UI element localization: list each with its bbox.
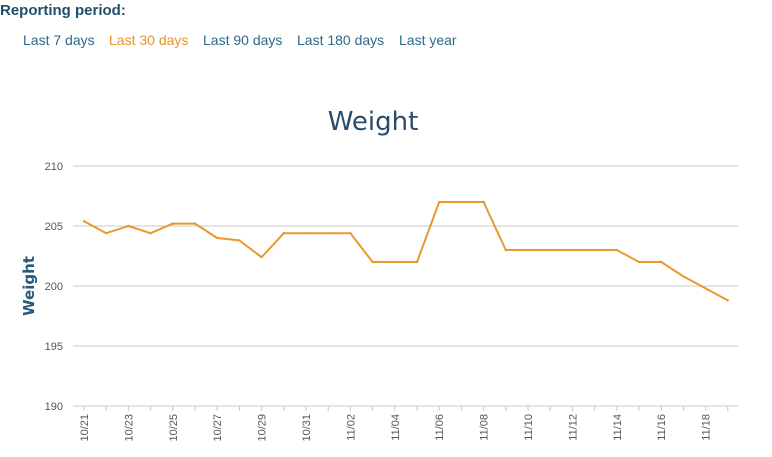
data-point: [504, 248, 507, 252]
x-tick-label: 10/25: [168, 414, 180, 442]
data-point: [438, 200, 441, 204]
series: [82, 200, 729, 302]
x-tick-label: 11/18: [701, 414, 713, 441]
x-tick-label: 11/06: [434, 414, 446, 441]
data-point: [726, 299, 729, 302]
y-tick-label: 190: [45, 401, 63, 413]
data-point: [260, 256, 263, 259]
data-point: [327, 232, 330, 235]
data-point: [415, 260, 419, 264]
y-tick-label: 205: [45, 221, 63, 233]
data-point: [105, 232, 108, 235]
data-point: [216, 236, 219, 240]
data-point: [615, 248, 618, 252]
data-point: [282, 232, 285, 235]
data-point: [349, 232, 352, 235]
data-point: [304, 232, 308, 235]
data-point: [82, 220, 86, 223]
x-tick-label: 11/12: [567, 414, 579, 441]
y-tick-label: 195: [45, 341, 63, 353]
data-point: [682, 275, 685, 278]
reporting-period-label: Reporting period:: [0, 2, 126, 19]
period-option-last-year[interactable]: Last year: [399, 32, 457, 48]
x-tick-label: 11/02: [345, 414, 357, 441]
data-point: [460, 200, 463, 204]
x-tick-label: 10/21: [79, 414, 91, 442]
x-tick-labels: 10/21 10/23 10/25 10/27 10/29 10/31 11/02 11/04…: [79, 414, 713, 442]
data-point: [637, 260, 641, 264]
data-point: [571, 248, 574, 252]
data-point: [238, 239, 241, 242]
period-option-last-90-days[interactable]: Last 90 days: [203, 32, 283, 48]
x-tick-label: 10/29: [257, 414, 269, 442]
data-point: [193, 222, 197, 225]
y-tick-label: 210: [45, 161, 63, 173]
x-tick-label: 10/23: [123, 414, 135, 442]
data-point: [171, 222, 174, 225]
data-point: [549, 248, 552, 252]
series-line-weight: [83, 201, 729, 302]
y-tick-label: 200: [45, 281, 63, 293]
chart-title: Weight: [328, 107, 419, 137]
data-point: [593, 248, 596, 252]
period-option-last-7-days[interactable]: Last 7 days: [23, 32, 95, 48]
data-point: [149, 232, 152, 235]
y-axis-label: Weight: [20, 256, 38, 316]
x-tick-label: 11/14: [612, 414, 624, 441]
x-tick-label: 11/08: [479, 414, 491, 441]
x-tick-label: 11/10: [523, 414, 535, 441]
y-tick-labels: 190 195 200 205 210: [45, 161, 63, 413]
x-tick-label: 10/27: [212, 414, 224, 442]
data-point: [482, 200, 485, 204]
x-tick-label: 11/16: [656, 414, 668, 441]
x-tick-label: 11/04: [390, 414, 402, 441]
data-point: [393, 260, 396, 264]
data-point: [526, 248, 530, 252]
period-option-last-180-days[interactable]: Last 180 days: [297, 32, 385, 48]
data-point: [127, 224, 130, 228]
gridlines: [73, 165, 738, 411]
data-point: [371, 260, 374, 264]
data-point: [704, 287, 707, 290]
x-tick-label: 10/31: [301, 414, 313, 442]
data-point: [660, 260, 663, 264]
period-option-last-30-days[interactable]: Last 30 days: [109, 32, 189, 48]
